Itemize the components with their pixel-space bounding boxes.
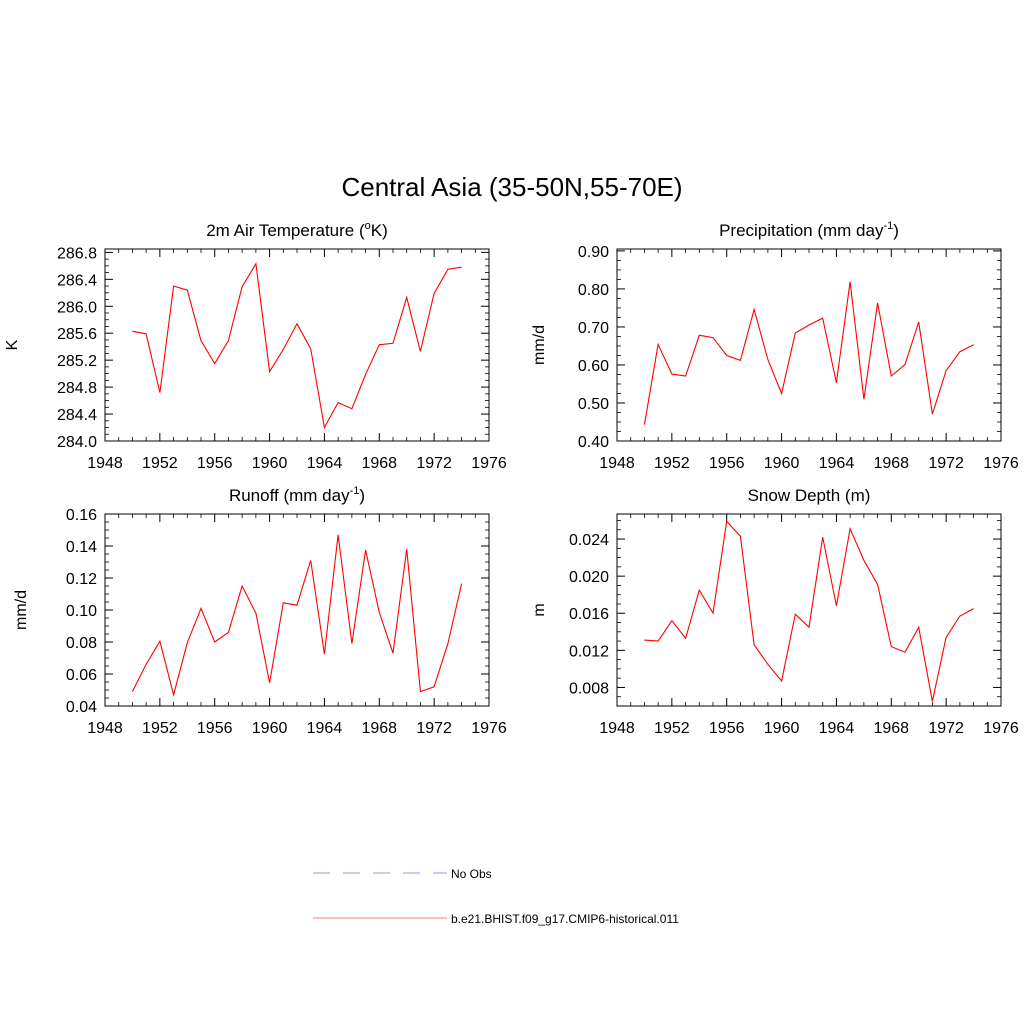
precipitation-x-tick-label: 1968 [873,455,909,472]
runoff-panel-title: Runoff (mm day-1) [229,485,365,505]
runoff-y-tick-label: 0.14 [66,539,97,556]
air-temperature-x-tick-label: 1948 [87,455,123,472]
air-temperature-x-tick-label: 1972 [416,455,452,472]
air-temperature-series-line [132,262,462,430]
snow-depth-x-tick-label: 1964 [819,720,855,737]
snow-depth-series-line [644,520,974,702]
runoff-y-tick-label: 0.06 [66,667,97,684]
air-temperature-y-tick-label: 285.2 [57,353,97,370]
snow-depth-y-axis-label: m [531,603,548,616]
snow-depth-y-tick-label: 0.024 [569,532,609,549]
precipitation-x-tick-label: 1956 [709,455,745,472]
snow-depth-plot-frame [616,513,1002,707]
runoff-x-tick-label: 1956 [197,720,233,737]
precipitation-plot-frame [616,248,1002,442]
air-temperature-y-tick-label: 286.8 [57,245,97,262]
panel-air-temperature: 1948 1952 1956 1960 1964 1968 1972 1976 284.0 284… [4,220,507,472]
precipitation-x-tick-label: 1960 [764,455,800,472]
snow-depth-y-tick-label: 0.008 [569,680,609,697]
snow-depth-y-tick-label: 0.012 [569,643,609,660]
precipitation-y-tick-label: 0.90 [578,244,609,261]
legend: No Obs b.e21.BHIST.f09_g17.CMIP6-histori… [313,867,679,926]
air-temperature-plot-frame [104,248,490,442]
snow-depth-x-tick-label: 1968 [873,720,909,737]
runoff-x-tick-label: 1976 [471,720,507,737]
snow-depth-y-tick-label: 0.016 [569,606,609,623]
air-temperature-x-tick-label: 1968 [361,455,397,472]
precipitation-y-tick-label: 0.70 [578,320,609,337]
runoff-x-tick-label: 1972 [416,720,452,737]
runoff-y-tick-label: 0.16 [66,507,97,524]
air-temperature-y-axis-label: K [4,339,21,350]
precipitation-x-tick-label: 1952 [654,455,690,472]
snow-depth-x-tick-label: 1976 [983,720,1019,737]
precipitation-y-tick-label: 0.60 [578,358,609,375]
runoff-x-tick-label: 1948 [87,720,123,737]
precipitation-x-tick-label: 1964 [819,455,855,472]
snow-depth-x-tick-label: 1952 [654,720,690,737]
precipitation-x-tick-label: 1976 [983,455,1019,472]
air-temperature-y-tick-label: 284.4 [57,407,97,424]
air-temperature-x-tick-label: 1952 [142,455,178,472]
runoff-y-tick-label: 0.10 [66,603,97,620]
snow-depth-x-tick-label: 1956 [709,720,745,737]
air-temperature-panel-title: 2m Air Temperature (oK) [206,220,388,240]
precipitation-x-tick-label: 1948 [599,455,635,472]
runoff-x-tick-label: 1952 [142,720,178,737]
figure-title: Central Asia (35-50N,55-70E) [341,172,682,202]
runoff-x-tick-label: 1964 [307,720,343,737]
runoff-x-tick-label: 1960 [252,720,288,737]
legend-label-no-obs: No Obs [451,867,492,881]
precipitation-y-tick-label: 0.40 [578,434,609,451]
runoff-x-tick-label: 1968 [361,720,397,737]
air-temperature-x-tick-label: 1960 [252,455,288,472]
panel-snow-depth: 1948 1952 1956 1960 1964 1968 1972 1976 0.008 0.0… [531,486,1019,737]
panel-precipitation: 1948 1952 1956 1960 1964 1968 1972 1976 0.40 0.50… [531,220,1019,472]
legend-label-model: b.e21.BHIST.f09_g17.CMIP6-historical.011 [451,912,679,926]
precipitation-panel-title: Precipitation (mm day-1) [719,220,899,240]
panel-runoff: 1948 1952 1956 1960 1964 1968 1972 1976 0.04 0.06… [13,485,507,737]
snow-depth-panel-title: Snow Depth (m) [748,486,871,505]
precipitation-series-line [643,281,974,425]
runoff-y-axis-label: mm/d [13,590,30,630]
precipitation-y-tick-label: 0.80 [578,282,609,299]
snow-depth-x-tick-label: 1948 [599,720,635,737]
precipitation-y-axis-label: mm/d [531,325,548,365]
air-temperature-y-tick-label: 284.0 [57,434,97,451]
snow-depth-x-tick-label: 1972 [928,720,964,737]
air-temperature-y-tick-label: 286.0 [57,299,97,316]
air-temperature-y-tick-label: 284.8 [57,380,97,397]
air-temperature-y-tick-label: 286.4 [57,272,97,289]
runoff-plot-frame [104,513,490,707]
snow-depth-y-tick-label: 0.020 [569,569,609,586]
snow-depth-x-tick-label: 1960 [764,720,800,737]
precipitation-y-tick-label: 0.50 [578,396,609,413]
precipitation-x-tick-label: 1972 [928,455,964,472]
runoff-y-tick-label: 0.12 [66,571,97,588]
air-temperature-y-tick-label: 285.6 [57,326,97,343]
runoff-series-line [131,534,463,697]
air-temperature-x-tick-label: 1956 [197,455,233,472]
air-temperature-x-tick-label: 1964 [307,455,343,472]
runoff-y-tick-label: 0.04 [66,699,97,716]
runoff-y-tick-label: 0.08 [66,635,97,652]
air-temperature-x-tick-label: 1976 [471,455,507,472]
